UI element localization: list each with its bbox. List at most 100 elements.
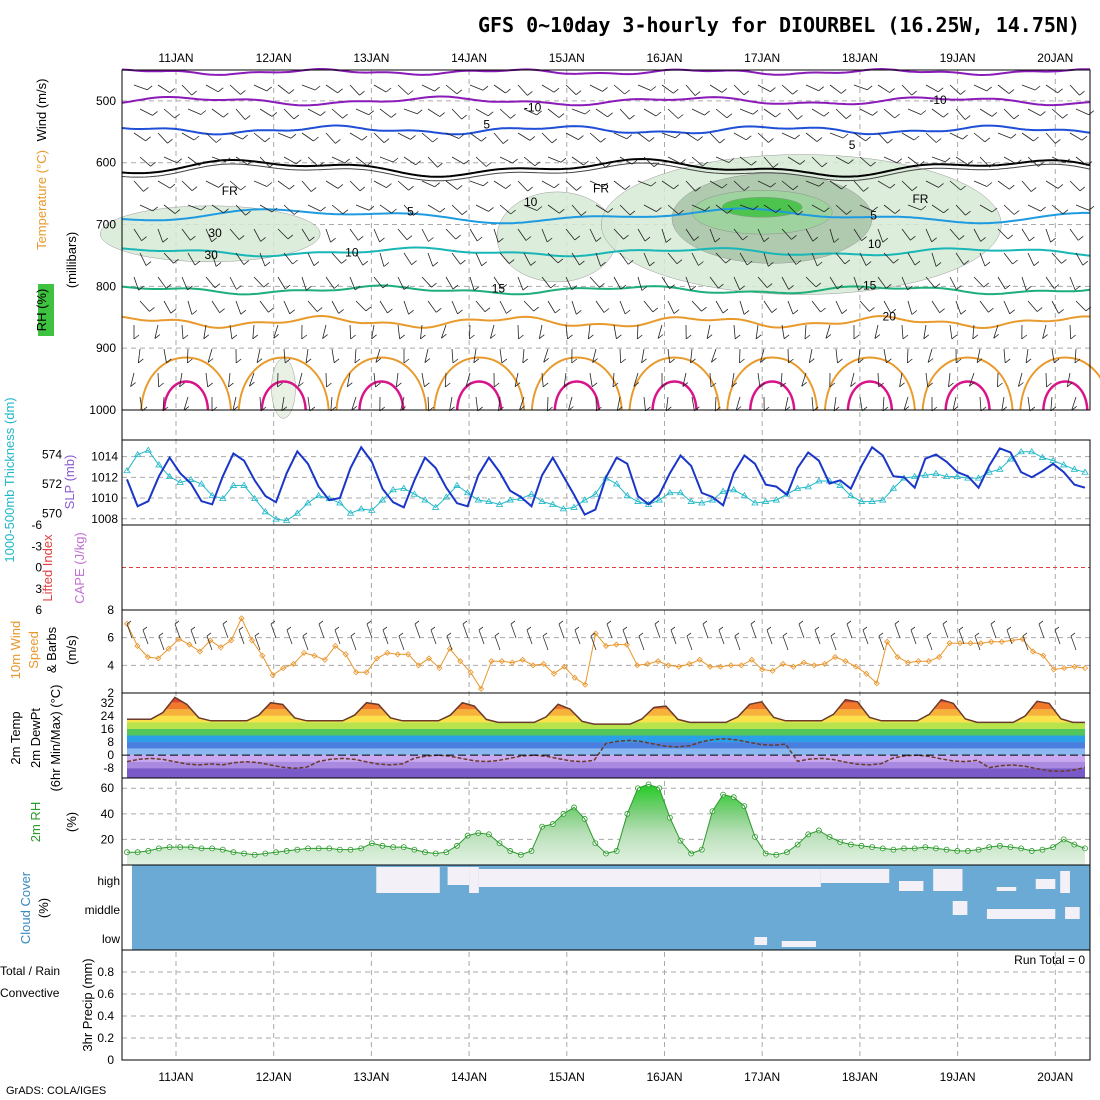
wind-barb	[457, 309, 463, 315]
wind-barb	[653, 162, 660, 168]
wind-barb	[889, 88, 895, 93]
wind-barb	[560, 157, 567, 163]
isotherm-label: -10	[929, 93, 947, 107]
wind-barb	[913, 135, 920, 141]
wind-barb	[322, 334, 328, 339]
wind-barb	[759, 382, 766, 388]
wind-barb	[1003, 108, 1015, 120]
surface-wind-barb	[318, 620, 324, 625]
wind-barb	[379, 237, 385, 243]
wind-barb	[344, 158, 350, 164]
surface-wind-barb	[670, 629, 677, 645]
wind-barb	[853, 84, 868, 91]
thickness-line-point	[889, 484, 898, 491]
wind-barb	[1053, 284, 1060, 289]
surface-wind-barb	[478, 629, 485, 645]
wind-barb	[490, 324, 495, 339]
wind-barb	[731, 382, 738, 388]
wind-barb	[375, 358, 382, 363]
wind-barb	[1042, 324, 1047, 339]
wind-barb	[661, 84, 674, 94]
wind-barb	[788, 285, 794, 290]
wind-barb	[595, 108, 608, 118]
wind-barb	[289, 184, 295, 190]
wind-barb	[613, 132, 627, 140]
wind-barb	[589, 228, 597, 242]
wind-barb	[499, 156, 513, 164]
wind-speed-line-point	[1019, 635, 1026, 643]
wind-barb	[907, 252, 916, 266]
wind-barb	[1074, 348, 1077, 364]
y-label-10m-wind: 10m Wind	[8, 621, 23, 680]
wind-barb	[228, 382, 234, 388]
surface-wind-barb	[270, 623, 277, 639]
wind-barb	[536, 206, 543, 211]
wind-barb	[853, 276, 859, 291]
wind-barb	[469, 84, 484, 91]
wind-barb	[643, 204, 657, 212]
wind-barb	[1021, 334, 1028, 340]
wind-barb	[365, 306, 372, 312]
surface-wind-barb	[142, 629, 149, 645]
surface-wind-barb	[1038, 620, 1044, 625]
wind-barb	[918, 161, 925, 166]
wind-barb	[721, 183, 728, 189]
wind-barb	[224, 157, 231, 163]
y-label-millibars-part: (millibars)	[64, 232, 79, 288]
cloud-clear-block	[1065, 907, 1080, 919]
wind-barb	[719, 138, 725, 144]
wind-barb	[602, 87, 608, 92]
wind-barb	[252, 324, 255, 339]
surface-wind-barb	[398, 632, 404, 637]
y-label-cape-part: CAPE (J/kg)	[72, 532, 87, 604]
wind-barb	[725, 258, 731, 264]
wind-barb	[649, 261, 655, 267]
wind-barb	[1003, 204, 1015, 215]
temp-band	[127, 768, 1085, 778]
surface-wind-barb	[350, 635, 357, 651]
wind-barb	[633, 372, 639, 387]
wind-barb	[763, 204, 776, 213]
x-tick-top: 14JAN	[451, 51, 487, 65]
wind-barb	[627, 259, 634, 265]
wind-barb	[432, 137, 438, 143]
wind-barb	[787, 252, 797, 265]
wind-barb	[451, 204, 463, 215]
wind-barb	[1040, 206, 1046, 212]
surface-wind-barb	[606, 623, 613, 639]
wind-barb	[269, 162, 275, 168]
wind-barb	[835, 348, 838, 363]
rh-2m-line	[127, 783, 1086, 856]
wind-barb	[927, 358, 934, 363]
wind-barb	[695, 186, 701, 192]
isotherm-line	[335, 356, 428, 411]
wind-barb	[715, 108, 728, 119]
wind-barb	[907, 204, 922, 211]
wind-barb	[157, 180, 171, 189]
wind-barb	[1057, 184, 1064, 189]
wind-barb	[1077, 235, 1084, 241]
wind-barb	[301, 334, 308, 340]
surface-wind-barb	[190, 626, 196, 631]
wind-barb	[281, 396, 285, 411]
wind-barb	[837, 358, 843, 364]
wind-barb	[923, 334, 930, 340]
wind-barb	[865, 261, 872, 266]
wind-barb	[853, 132, 866, 142]
wind-barb	[379, 204, 392, 214]
wind-barb	[200, 110, 207, 115]
wind-barb	[399, 334, 405, 340]
wind-barb	[427, 252, 434, 267]
wind-barb	[307, 204, 321, 212]
wind-barb	[403, 108, 418, 115]
wind-barb	[680, 159, 686, 164]
wind-barb	[665, 396, 669, 411]
wind-barb	[342, 113, 348, 119]
surface-wind-barb	[478, 626, 484, 631]
wind-barb	[499, 204, 511, 215]
isotherm-label: 5	[870, 209, 877, 223]
wind-barb	[179, 382, 185, 388]
wind-barb	[337, 88, 343, 94]
wind-barb	[899, 372, 903, 387]
wind-barb	[170, 308, 177, 314]
